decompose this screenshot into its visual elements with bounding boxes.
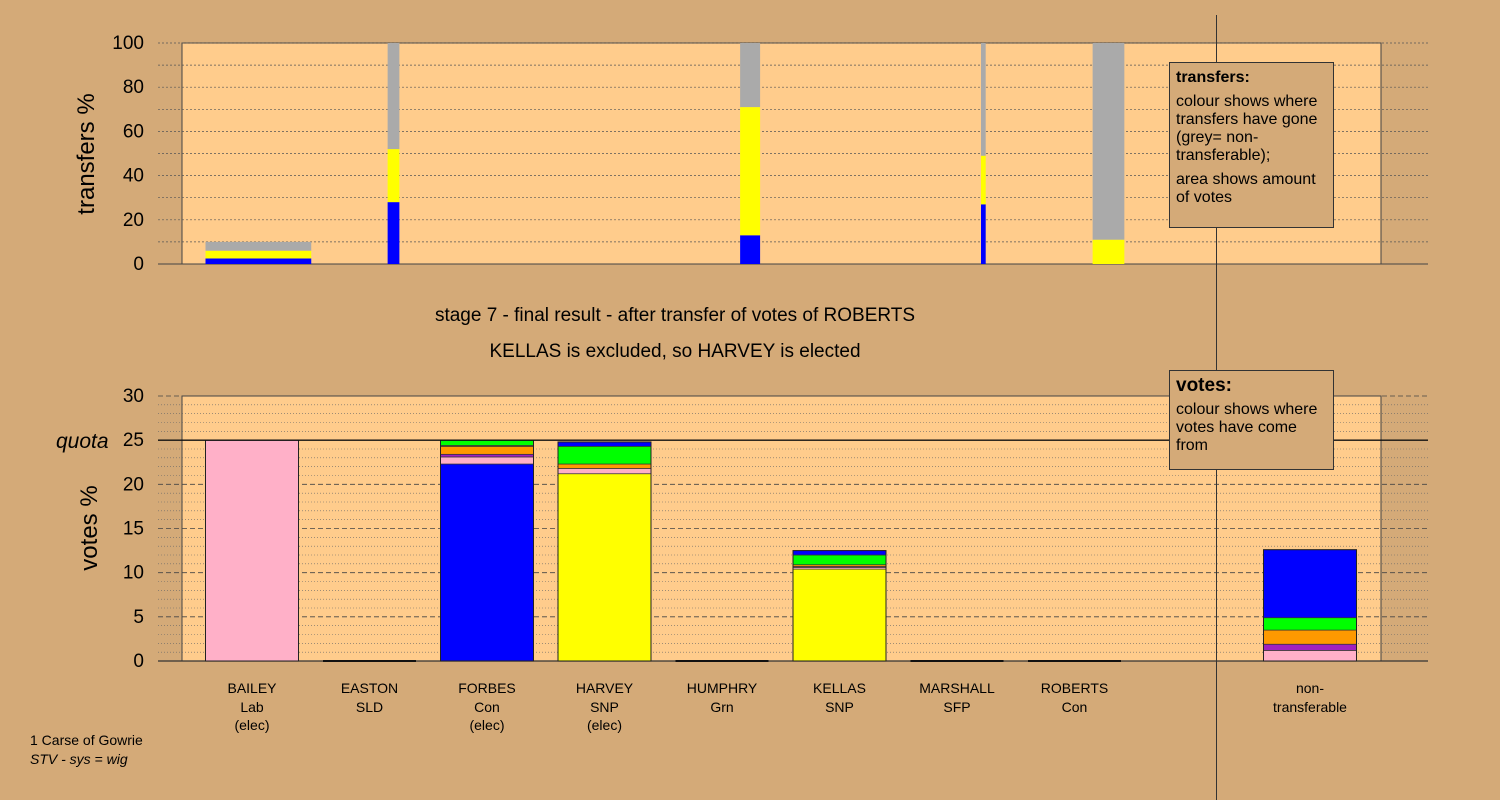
transfer-segment — [981, 204, 986, 264]
candidate-name-label: FORBES — [458, 680, 516, 696]
transfers-legend: transfers: colour shows where transfers … — [1169, 62, 1334, 228]
vote-source-segment — [440, 456, 534, 465]
footer-area-name: 1 Carse of Gowrie — [30, 732, 143, 748]
votes-legend-colour-text: colour shows where votes have come from — [1176, 401, 1318, 454]
nontransferable-outline — [1263, 549, 1357, 662]
candidate-status-label: (elec) — [234, 717, 269, 733]
transfers-y-tick-label: 20 — [123, 210, 144, 231]
vote-source-segment — [557, 468, 652, 475]
transfer-bar-bailey — [205, 241, 312, 264]
transfer-bar-roberts — [1092, 43, 1125, 264]
votes-y-tick-label: 30 — [123, 386, 144, 407]
transfer-bar-easton — [387, 43, 400, 264]
transfer-bar-humphry — [740, 43, 761, 264]
vote-source-segment — [440, 446, 534, 455]
candidate-name-label: HUMPHRY — [687, 680, 758, 696]
transfers-y-axis-label: transfers % — [73, 93, 100, 214]
vote-source-outline — [792, 550, 887, 662]
transfer-segment — [1092, 43, 1125, 240]
votes-y-tick-label: 25 — [123, 430, 144, 451]
transfers-legend-title: transfers: — [1176, 69, 1250, 86]
quota-label: quota — [56, 430, 109, 453]
nontransferable-segment — [1263, 650, 1357, 662]
votes-legend: votes: colour shows where votes have com… — [1169, 370, 1334, 470]
transfer-segment — [387, 149, 400, 203]
votes-y-tick-label: 10 — [123, 563, 144, 584]
candidate-status-label: (elec) — [587, 717, 622, 733]
candidate-party-label: Grn — [710, 699, 733, 715]
footer-system: STV - sys = wig — [30, 751, 128, 767]
transfers-y-tick-label: 40 — [123, 166, 144, 187]
vote-source-segment — [440, 453, 534, 458]
transfer-segment — [981, 43, 986, 156]
vote-source-outline — [557, 441, 652, 662]
candidate-party-label: SLD — [356, 699, 383, 715]
vote-source-segment — [792, 554, 887, 566]
transfer-bar-marshall — [981, 43, 986, 264]
vote-source-segment — [557, 441, 652, 447]
transfers-y-tick-label: 80 — [123, 77, 144, 98]
nontransferable-segment — [1263, 643, 1357, 651]
transfer-segment — [1092, 239, 1125, 264]
votes-y-tick-label: 20 — [123, 474, 144, 495]
transfer-segment — [740, 107, 761, 236]
votes-y-tick-label: 5 — [133, 607, 144, 628]
transfers-legend-area-text: area shows amount of votes — [1176, 171, 1316, 206]
transfer-segment — [205, 241, 312, 251]
candidate-bar-bailey — [205, 439, 299, 662]
candidate-status-label: (elec) — [469, 717, 504, 733]
vote-source-segment — [792, 568, 887, 662]
transfer-segment — [387, 43, 400, 150]
stage-subtitle: KELLAS is excluded, so HARVEY is elected — [489, 341, 861, 362]
vote-source-segment — [557, 473, 652, 662]
candidate-bar-harvey — [557, 441, 652, 662]
transfer-segment — [981, 155, 986, 205]
candidate-bar-forbes — [440, 439, 534, 662]
candidate-party-label: Con — [1062, 699, 1088, 715]
candidate-party-label: Lab — [240, 699, 264, 715]
transfer-segment — [205, 250, 312, 259]
transfer-segment — [740, 43, 761, 108]
candidate-party-label: SFP — [943, 699, 970, 715]
vote-source-segment — [205, 439, 299, 662]
votes-y-tick-label: 0 — [133, 651, 144, 672]
nontransferable-segment — [1263, 549, 1357, 619]
candidate-name-label: HARVEY — [576, 680, 634, 696]
nontransferable-label-1: non- — [1296, 680, 1324, 696]
candidate-name-label: BAILEY — [227, 680, 277, 696]
nontransferable-segment — [1263, 617, 1357, 631]
candidate-name-label: MARSHALL — [919, 680, 995, 696]
votes-y-tick-label: 15 — [123, 519, 144, 540]
nontransferable-label-2: transferable — [1273, 699, 1347, 715]
transfers-y-tick-label: 60 — [123, 121, 144, 142]
vote-source-segment — [440, 439, 534, 446]
candidate-party-label: SNP — [825, 699, 854, 715]
transfer-segment — [387, 202, 400, 264]
votes-legend-title: votes: — [1176, 375, 1232, 396]
vote-source-segment — [557, 463, 652, 469]
stage-title: stage 7 - final result - after transfer … — [434, 305, 916, 326]
candidate-party-label: SNP — [590, 699, 619, 715]
vote-source-segment — [557, 446, 652, 465]
transfers-y-tick-label: 0 — [133, 254, 144, 275]
candidate-name-label: EASTON — [341, 680, 398, 696]
transfer-segment — [740, 235, 761, 264]
vote-source-segment — [440, 463, 534, 662]
transfer-segment — [205, 258, 312, 264]
nontransferable-bar — [1263, 549, 1357, 662]
candidate-party-label: Con — [474, 699, 500, 715]
votes-y-axis-label: votes % — [76, 485, 103, 570]
nontransferable-segment — [1263, 629, 1357, 645]
candidate-name-label: ROBERTS — [1041, 680, 1108, 696]
candidate-bar-kellas — [792, 550, 887, 662]
transfers-legend-colour-text: colour shows where transfers have gone (… — [1176, 93, 1318, 164]
candidate-name-label: KELLAS — [813, 680, 866, 696]
vote-source-segment — [792, 550, 887, 556]
transfers-y-tick-label: 100 — [112, 33, 144, 54]
